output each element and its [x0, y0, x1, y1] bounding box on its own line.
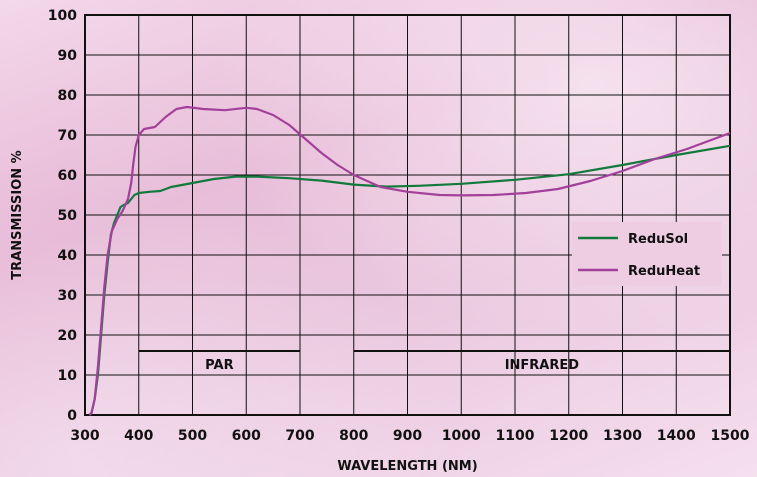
y-tick-label: 0	[67, 408, 77, 424]
y-tick-label: 50	[58, 208, 78, 224]
x-tick-label: 1000	[442, 428, 481, 444]
band-label: INFRARED	[505, 358, 580, 373]
legend-background	[572, 222, 722, 286]
wavelength-bands: PAR INFRARED	[138, 350, 730, 373]
x-tick-label: 1400	[657, 428, 696, 444]
y-tick-label: 20	[58, 328, 78, 344]
x-tick-labels: 300 400 500 600 700 800 900 1000 1100 1200 1300 140…	[70, 428, 749, 444]
y-tick-label: 10	[58, 368, 78, 384]
x-tick-label: 1100	[496, 428, 535, 444]
plot-frame	[84, 14, 731, 416]
legend: ReduSol ReduHeat	[572, 222, 722, 286]
y-tick-label: 60	[58, 168, 78, 184]
gridlines	[84, 14, 731, 416]
x-tick-label: 900	[393, 428, 422, 444]
x-tick-label: 1300	[603, 428, 642, 444]
legend-label: ReduSol	[628, 232, 688, 247]
x-tick-label: 1500	[711, 428, 750, 444]
y-tick-label: 80	[58, 88, 78, 104]
x-tick-label: 700	[285, 428, 314, 444]
x-tick-label: 800	[339, 428, 368, 444]
y-axis-label: TRANSMISSION %	[10, 150, 25, 279]
y-tick-labels: 0 10 20 30 40 50 60 70 80 90 100	[48, 8, 77, 424]
y-tick-label: 30	[58, 288, 78, 304]
series-lines	[88, 105, 731, 416]
x-tick-label: 500	[178, 428, 207, 444]
y-tick-label: 40	[58, 248, 78, 264]
x-tick-label: 300	[70, 428, 99, 444]
band-label: PAR	[205, 358, 233, 373]
legend-label: ReduHeat	[628, 264, 700, 279]
y-tick-label: 90	[58, 48, 78, 64]
x-tick-label: 400	[124, 428, 153, 444]
x-axis-label: WAVELENGTH (NM)	[337, 459, 477, 474]
y-tick-label: 100	[48, 8, 77, 24]
x-tick-label: 1200	[549, 428, 588, 444]
x-tick-label: 600	[232, 428, 261, 444]
series-line-reduheat	[88, 105, 731, 416]
y-tick-label: 70	[58, 128, 78, 144]
